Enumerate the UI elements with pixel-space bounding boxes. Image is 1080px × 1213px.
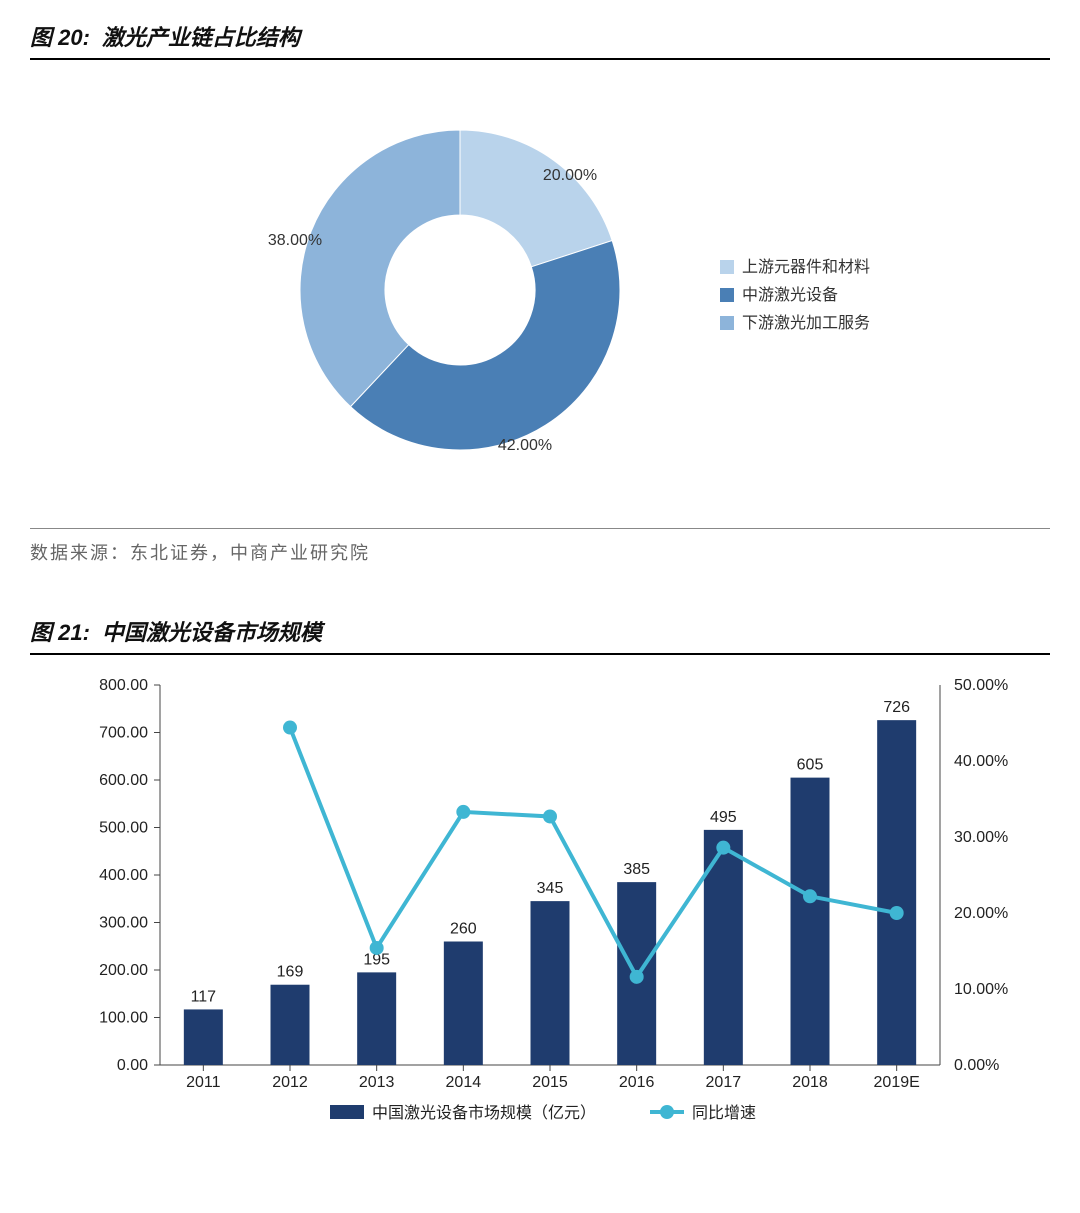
legend-swatch xyxy=(720,288,734,302)
y-right-tick: 40.00% xyxy=(954,753,1008,770)
bar xyxy=(357,972,396,1065)
y-right-tick: 30.00% xyxy=(954,829,1008,846)
y-left-tick: 800.00 xyxy=(99,677,148,694)
bar-value-label: 385 xyxy=(623,861,650,878)
category-label: 2013 xyxy=(359,1074,395,1091)
figure20-chart: 20.00% 42.00% 38.00% 上游元器件和材料中游激光设备下游激光加工服务 xyxy=(30,70,1050,510)
line-marker xyxy=(370,941,384,955)
bar-value-label: 726 xyxy=(883,699,910,716)
y-left-tick: 0.00 xyxy=(117,1057,148,1074)
y-left-tick: 400.00 xyxy=(99,867,148,884)
bar-value-label: 495 xyxy=(710,809,737,826)
legend-swatch xyxy=(720,260,734,274)
legend-label: 上游元器件和材料 xyxy=(742,258,870,276)
combo-legend: 中国激光设备市场规模（亿元） 同比增速 xyxy=(330,1104,756,1122)
legend-label: 中游激光设备 xyxy=(742,286,838,304)
bar xyxy=(444,942,483,1066)
category-label: 2011 xyxy=(186,1074,221,1091)
donut-svg: 20.00% 42.00% 38.00% 上游元器件和材料中游激光设备下游激光加工服务 xyxy=(40,70,1040,510)
category-label: 2012 xyxy=(272,1074,308,1091)
y-right-tick: 50.00% xyxy=(954,677,1008,694)
y-left-tick: 100.00 xyxy=(99,1010,148,1027)
category-label: 2019E xyxy=(874,1074,920,1091)
legend-label: 下游激光加工服务 xyxy=(742,314,870,332)
y-left-tick: 700.00 xyxy=(99,725,148,742)
line-marker xyxy=(283,721,297,735)
bar xyxy=(271,985,310,1065)
category-label: 2015 xyxy=(532,1074,568,1091)
y-right-tick: 10.00% xyxy=(954,981,1008,998)
bar-value-label: 169 xyxy=(277,964,304,981)
line-marker xyxy=(716,841,730,855)
donut-slice xyxy=(460,130,612,267)
donut-slice-label: 42.00% xyxy=(498,437,552,454)
figure21-chart: 0.00 100.00 200.00 300.00 400.00 500.00 600.00… xyxy=(30,665,1050,1165)
category-label: 2014 xyxy=(446,1074,482,1091)
bar-value-label: 260 xyxy=(450,921,477,938)
line-marker xyxy=(543,809,557,823)
bar-value-label: 345 xyxy=(537,880,564,897)
line-marker xyxy=(456,805,470,819)
legend-line-label: 同比增速 xyxy=(692,1104,756,1122)
donut-slice-label: 38.00% xyxy=(268,232,322,249)
bar xyxy=(791,778,830,1065)
y-right-tick: 20.00% xyxy=(954,905,1008,922)
y-left-tick: 300.00 xyxy=(99,915,148,932)
figure20-header: 图 20: 激光产业链占比结构 xyxy=(30,20,1050,60)
y-left-tick: 200.00 xyxy=(99,962,148,979)
bar-value-label: 117 xyxy=(191,988,217,1005)
line-marker xyxy=(890,906,904,920)
y-left-tick: 500.00 xyxy=(99,820,148,837)
bar xyxy=(531,901,570,1065)
donut-slice-label: 20.00% xyxy=(543,167,597,184)
legend-swatch xyxy=(720,316,734,330)
figure21-title: 中国激光设备市场规模 xyxy=(102,615,322,647)
combo-svg: 0.00 100.00 200.00 300.00 400.00 500.00 600.00… xyxy=(30,665,1050,1135)
figure21-header: 图 21: 中国激光设备市场规模 xyxy=(30,615,1050,655)
bar-value-label: 605 xyxy=(797,757,824,774)
category-label: 2018 xyxy=(792,1074,828,1091)
figure20-source: 数据来源：东北证券，中商产业研究院 xyxy=(30,528,1050,565)
legend-bar-label: 中国激光设备市场规模（亿元） xyxy=(372,1104,596,1122)
line-marker xyxy=(803,889,817,903)
category-label: 2016 xyxy=(619,1074,655,1091)
figure21-number: 图 21: xyxy=(30,615,90,647)
figure20-number: 图 20: xyxy=(30,20,90,52)
y-right-tick: 0.00% xyxy=(954,1057,999,1074)
y-left-tick: 600.00 xyxy=(99,772,148,789)
donut-legend: 上游元器件和材料中游激光设备下游激光加工服务 xyxy=(720,258,870,332)
figure20-title: 激光产业链占比结构 xyxy=(102,20,300,52)
category-label: 2017 xyxy=(706,1074,742,1091)
bar xyxy=(184,1009,223,1065)
bar xyxy=(877,720,916,1065)
line-marker xyxy=(630,970,644,984)
